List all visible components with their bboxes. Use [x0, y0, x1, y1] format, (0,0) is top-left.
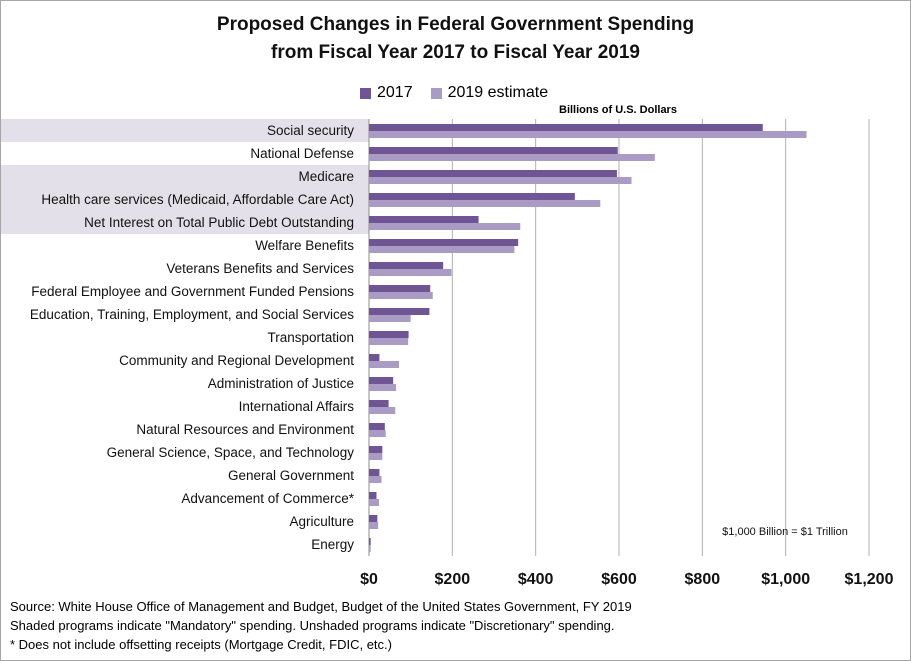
bar-2017: [369, 262, 444, 269]
category-label: Natural Resources and Environment: [136, 422, 354, 437]
bar-2019-estimate: [369, 269, 452, 276]
bar-2017: [369, 515, 378, 522]
mandatory-shade-band: [1, 165, 369, 188]
category-label: Energy: [311, 537, 354, 552]
x-tick-label: $400: [518, 571, 554, 588]
bar-2017: [369, 492, 377, 499]
bar-2019-estimate: [369, 338, 409, 345]
bar-2019-estimate: [369, 131, 807, 138]
bar-2019-estimate: [369, 407, 396, 414]
bar-2017: [369, 469, 380, 476]
bar-2019-estimate: [369, 177, 632, 184]
x-tick-label: $1,200: [845, 571, 894, 588]
bar-2017: [369, 377, 394, 384]
bar-2019-estimate: [369, 384, 397, 391]
bar-2017: [369, 239, 519, 246]
bar-2019-estimate: [369, 545, 371, 552]
chart-title-line-2: from Fiscal Year 2017 to Fiscal Year 201…: [271, 42, 640, 63]
bar-2017: [369, 147, 618, 154]
bar-2019-estimate: [369, 499, 379, 506]
mandatory-shade-band: [1, 211, 369, 234]
bar-2019-estimate: [369, 453, 383, 460]
bar-2017: [369, 423, 385, 430]
category-label: Community and Regional Development: [119, 353, 354, 368]
category-label: International Affairs: [239, 399, 355, 414]
bar-2017: [369, 446, 383, 453]
mandatory-shade-band: [1, 188, 369, 211]
bar-2017: [369, 285, 431, 292]
bar-2019-estimate: [369, 154, 655, 161]
category-label: Welfare Benefits: [255, 238, 354, 253]
footnotes: Source: White House Office of Management…: [10, 597, 632, 654]
category-label: Social security: [267, 123, 354, 138]
x-tick-label: $600: [601, 571, 637, 588]
bar-2019-estimate: [369, 361, 399, 368]
category-label: Transportation: [267, 330, 354, 345]
category-label: Administration of Justice: [208, 376, 354, 391]
category-label: General Government: [228, 468, 354, 483]
chart-legend: 2017 2019 estimate: [360, 84, 566, 102]
category-label: National Defense: [250, 146, 354, 161]
bar-2019-estimate: [369, 476, 382, 483]
trillion-annotation: $1,000 Billion = $1 Trillion: [722, 526, 848, 538]
bar-2019-estimate: [369, 292, 433, 299]
legend-swatch-2017: [360, 87, 371, 99]
bar-2017: [369, 124, 763, 131]
bar-2017: [369, 170, 617, 177]
category-label: Advancement of Commerce*: [181, 491, 354, 506]
bar-2019-estimate: [369, 430, 386, 437]
bar-2017: [369, 193, 575, 200]
bar-2017: [369, 538, 371, 545]
bar-2019-estimate: [369, 315, 411, 322]
shading-note: Shaded programs indicate "Mandatory" spe…: [10, 618, 615, 633]
source-note: Source: White House Office of Management…: [10, 599, 632, 614]
x-tick-label: $800: [685, 571, 721, 588]
category-label: Federal Employee and Government Funded P…: [31, 284, 354, 299]
x-tick-label: $1,000: [761, 571, 810, 588]
bar-2019-estimate: [369, 200, 601, 207]
bar-2017: [369, 216, 479, 223]
bar-2019-estimate: [369, 246, 515, 253]
category-label: Net Interest on Total Public Debt Outsta…: [84, 215, 354, 230]
legend-item-2017: 2017: [360, 84, 413, 102]
legend-label-2017: 2017: [377, 84, 413, 101]
chart-title-line-1: Proposed Changes in Federal Government S…: [216, 14, 695, 35]
x-tick-label: $200: [435, 571, 471, 588]
asterisk-note: * Does not include offsetting receipts (…: [10, 637, 392, 652]
legend-label-2019: 2019 estimate: [447, 84, 549, 101]
legend-swatch-2019: [430, 87, 442, 99]
bar-2017: [369, 354, 380, 361]
category-label: General Science, Space, and Technology: [107, 445, 355, 460]
bar-2017: [369, 400, 389, 407]
category-label: Education, Training, Employment, and Soc…: [30, 307, 354, 322]
category-label: Health care services (Medicaid, Affordab…: [41, 192, 354, 207]
unit-label: Billions of U.S. Dollars: [559, 104, 677, 116]
category-label: Veterans Benefits and Services: [166, 261, 354, 276]
category-label: Agriculture: [289, 514, 354, 529]
category-label: Medicare: [298, 169, 354, 184]
bar-2017: [369, 308, 430, 315]
legend-item-2019: 2019 estimate: [430, 84, 549, 102]
bar-2017: [369, 331, 409, 338]
mandatory-shade-band: [1, 119, 369, 142]
bar-2019-estimate: [369, 223, 521, 230]
x-tick-label: $0: [360, 571, 378, 588]
bar-2019-estimate: [369, 522, 379, 529]
